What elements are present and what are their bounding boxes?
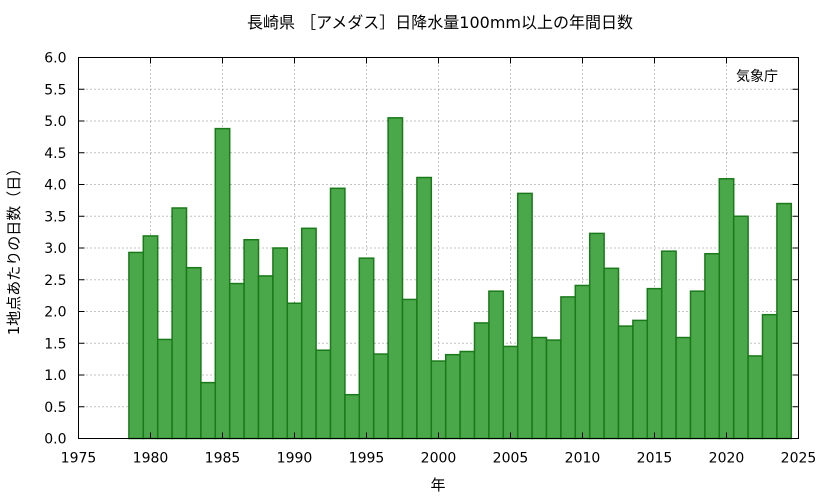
bar-1993 xyxy=(329,187,346,440)
bar-1980 xyxy=(142,235,159,440)
bar-2002 xyxy=(459,350,476,440)
bar-1985 xyxy=(214,127,231,440)
bar-1984 xyxy=(200,381,217,440)
bar-2021 xyxy=(732,215,749,440)
bar-2001 xyxy=(444,353,461,440)
y-tick-label: 2.5 xyxy=(44,273,66,289)
y-tick-label: 4.5 xyxy=(44,146,66,162)
y-tick-label: 1.5 xyxy=(44,336,66,352)
x-tick-label: 2010 xyxy=(565,451,601,467)
y-tick-label: 2.0 xyxy=(44,305,66,321)
x-tick-labels: 1975 1980 1985 1990 1995 2000 2005 2010 2015 2020… xyxy=(61,451,817,467)
y-axis-label: 1地点あたりの日数（日） xyxy=(5,161,23,336)
bar-2004 xyxy=(488,290,505,440)
bar-2020 xyxy=(718,178,735,440)
bar-1989 xyxy=(272,247,289,440)
y-tick-label: 5.5 xyxy=(44,82,66,98)
bar-2009 xyxy=(560,296,577,440)
bar-1988 xyxy=(257,275,274,440)
bar-1997 xyxy=(387,117,404,440)
bar-1983 xyxy=(185,266,202,440)
bar-1979 xyxy=(128,251,145,440)
bar-2024 xyxy=(776,202,793,440)
bar-2007 xyxy=(531,336,548,440)
y-tick-label: 6.0 xyxy=(44,51,66,67)
y-tick-label: 4.0 xyxy=(44,178,66,194)
bar-1987 xyxy=(243,238,260,440)
bar-1981 xyxy=(156,338,173,440)
bars xyxy=(128,117,793,440)
bar-2023 xyxy=(761,313,778,440)
y-tick-label: 0.5 xyxy=(44,400,66,416)
bar-1994 xyxy=(344,393,361,440)
y-tick-labels: 0.0 0.5 1.0 1.5 2.0 2.5 3.0 3.5 4.0 4.5 5.0 5.5 6.0 xyxy=(44,51,66,448)
credit-label: 気象庁 xyxy=(736,69,778,85)
x-tick-label: 1990 xyxy=(277,451,313,467)
bar-2010 xyxy=(574,284,591,440)
x-tick-label: 1980 xyxy=(133,451,169,467)
bar-2005 xyxy=(502,345,519,440)
x-tick-label: 2015 xyxy=(637,451,673,467)
bar-2016 xyxy=(660,250,677,440)
chart-title: 長崎県 ［アメダス］日降水量100mm以上の年間日数 xyxy=(247,13,633,32)
y-tick-label: 1.0 xyxy=(44,368,66,384)
x-tick-label: 2000 xyxy=(421,451,457,467)
bar-2017 xyxy=(675,336,692,440)
y-tick-label: 3.0 xyxy=(44,241,66,257)
bar-1986 xyxy=(228,282,245,440)
bar-2000 xyxy=(430,360,447,440)
bar-2003 xyxy=(473,322,490,440)
x-tick-label: 2020 xyxy=(709,451,745,467)
bar-2018 xyxy=(689,290,706,440)
axis-ticks xyxy=(78,57,799,439)
x-tick-label: 1975 xyxy=(61,451,97,467)
bar-1999 xyxy=(416,176,433,440)
bar-1992 xyxy=(315,349,332,440)
bar-1991 xyxy=(300,227,317,440)
y-tick-label: 0.0 xyxy=(44,432,66,448)
y-tick-label: 5.0 xyxy=(44,114,66,130)
bar-2022 xyxy=(747,355,764,440)
bar-2015 xyxy=(646,287,663,440)
bar-2008 xyxy=(545,339,562,440)
bar-1996 xyxy=(372,353,389,440)
bar-1990 xyxy=(286,302,303,440)
bar-1995 xyxy=(358,257,375,440)
y-tick-label: 3.5 xyxy=(44,209,66,225)
bar-2006 xyxy=(516,192,533,440)
bar-2013 xyxy=(617,325,634,440)
bar-2019 xyxy=(704,252,721,440)
bar-2011 xyxy=(588,232,605,440)
bar-1982 xyxy=(171,207,188,440)
bar-2012 xyxy=(603,267,620,440)
bar-2014 xyxy=(632,319,649,440)
x-tick-label: 1985 xyxy=(205,451,241,467)
bar-1998 xyxy=(401,298,418,440)
x-tick-label: 2025 xyxy=(781,451,817,467)
x-tick-label: 2005 xyxy=(493,451,529,467)
x-tick-label: 1995 xyxy=(349,451,385,467)
x-axis-label: 年 xyxy=(430,476,445,494)
